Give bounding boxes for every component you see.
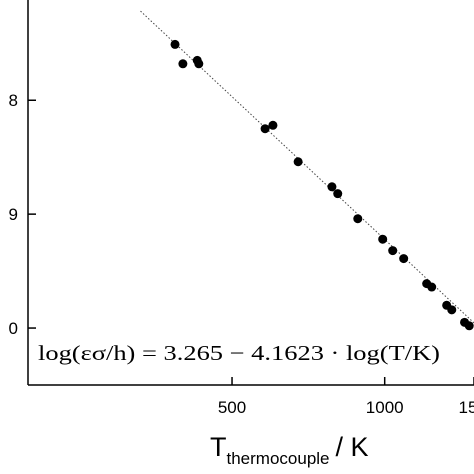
data-point	[260, 124, 270, 134]
x-label-sub: thermocouple	[227, 449, 330, 468]
data-point	[333, 189, 343, 199]
x-label-main: T	[210, 432, 227, 462]
data-point	[378, 234, 388, 244]
y-tick-label: 8	[9, 91, 18, 110]
data-point	[268, 120, 278, 130]
data-point	[464, 321, 474, 331]
x-axis-label: Tthermocouple / K	[210, 432, 369, 468]
data-point	[194, 59, 204, 69]
data-point	[427, 282, 437, 292]
data-point	[447, 305, 457, 315]
y-tick-label: 9	[9, 205, 18, 224]
x-tick-label: 500	[218, 398, 246, 417]
data-point	[170, 39, 180, 49]
data-point	[293, 157, 303, 167]
y-tick-label: 0	[9, 319, 18, 338]
data-point	[388, 246, 398, 256]
fit-line	[140, 10, 474, 324]
data-point	[178, 59, 188, 69]
data-point	[353, 214, 363, 224]
data-point	[399, 254, 409, 264]
x-label-unit: / K	[336, 432, 369, 462]
equation: log(εσ/h) = 3.265 − 4.1623 · log(T/K)	[38, 341, 440, 365]
x-tick-label: 1000	[366, 398, 404, 417]
x-tick-label: 15	[459, 398, 474, 417]
data-point	[327, 182, 337, 192]
